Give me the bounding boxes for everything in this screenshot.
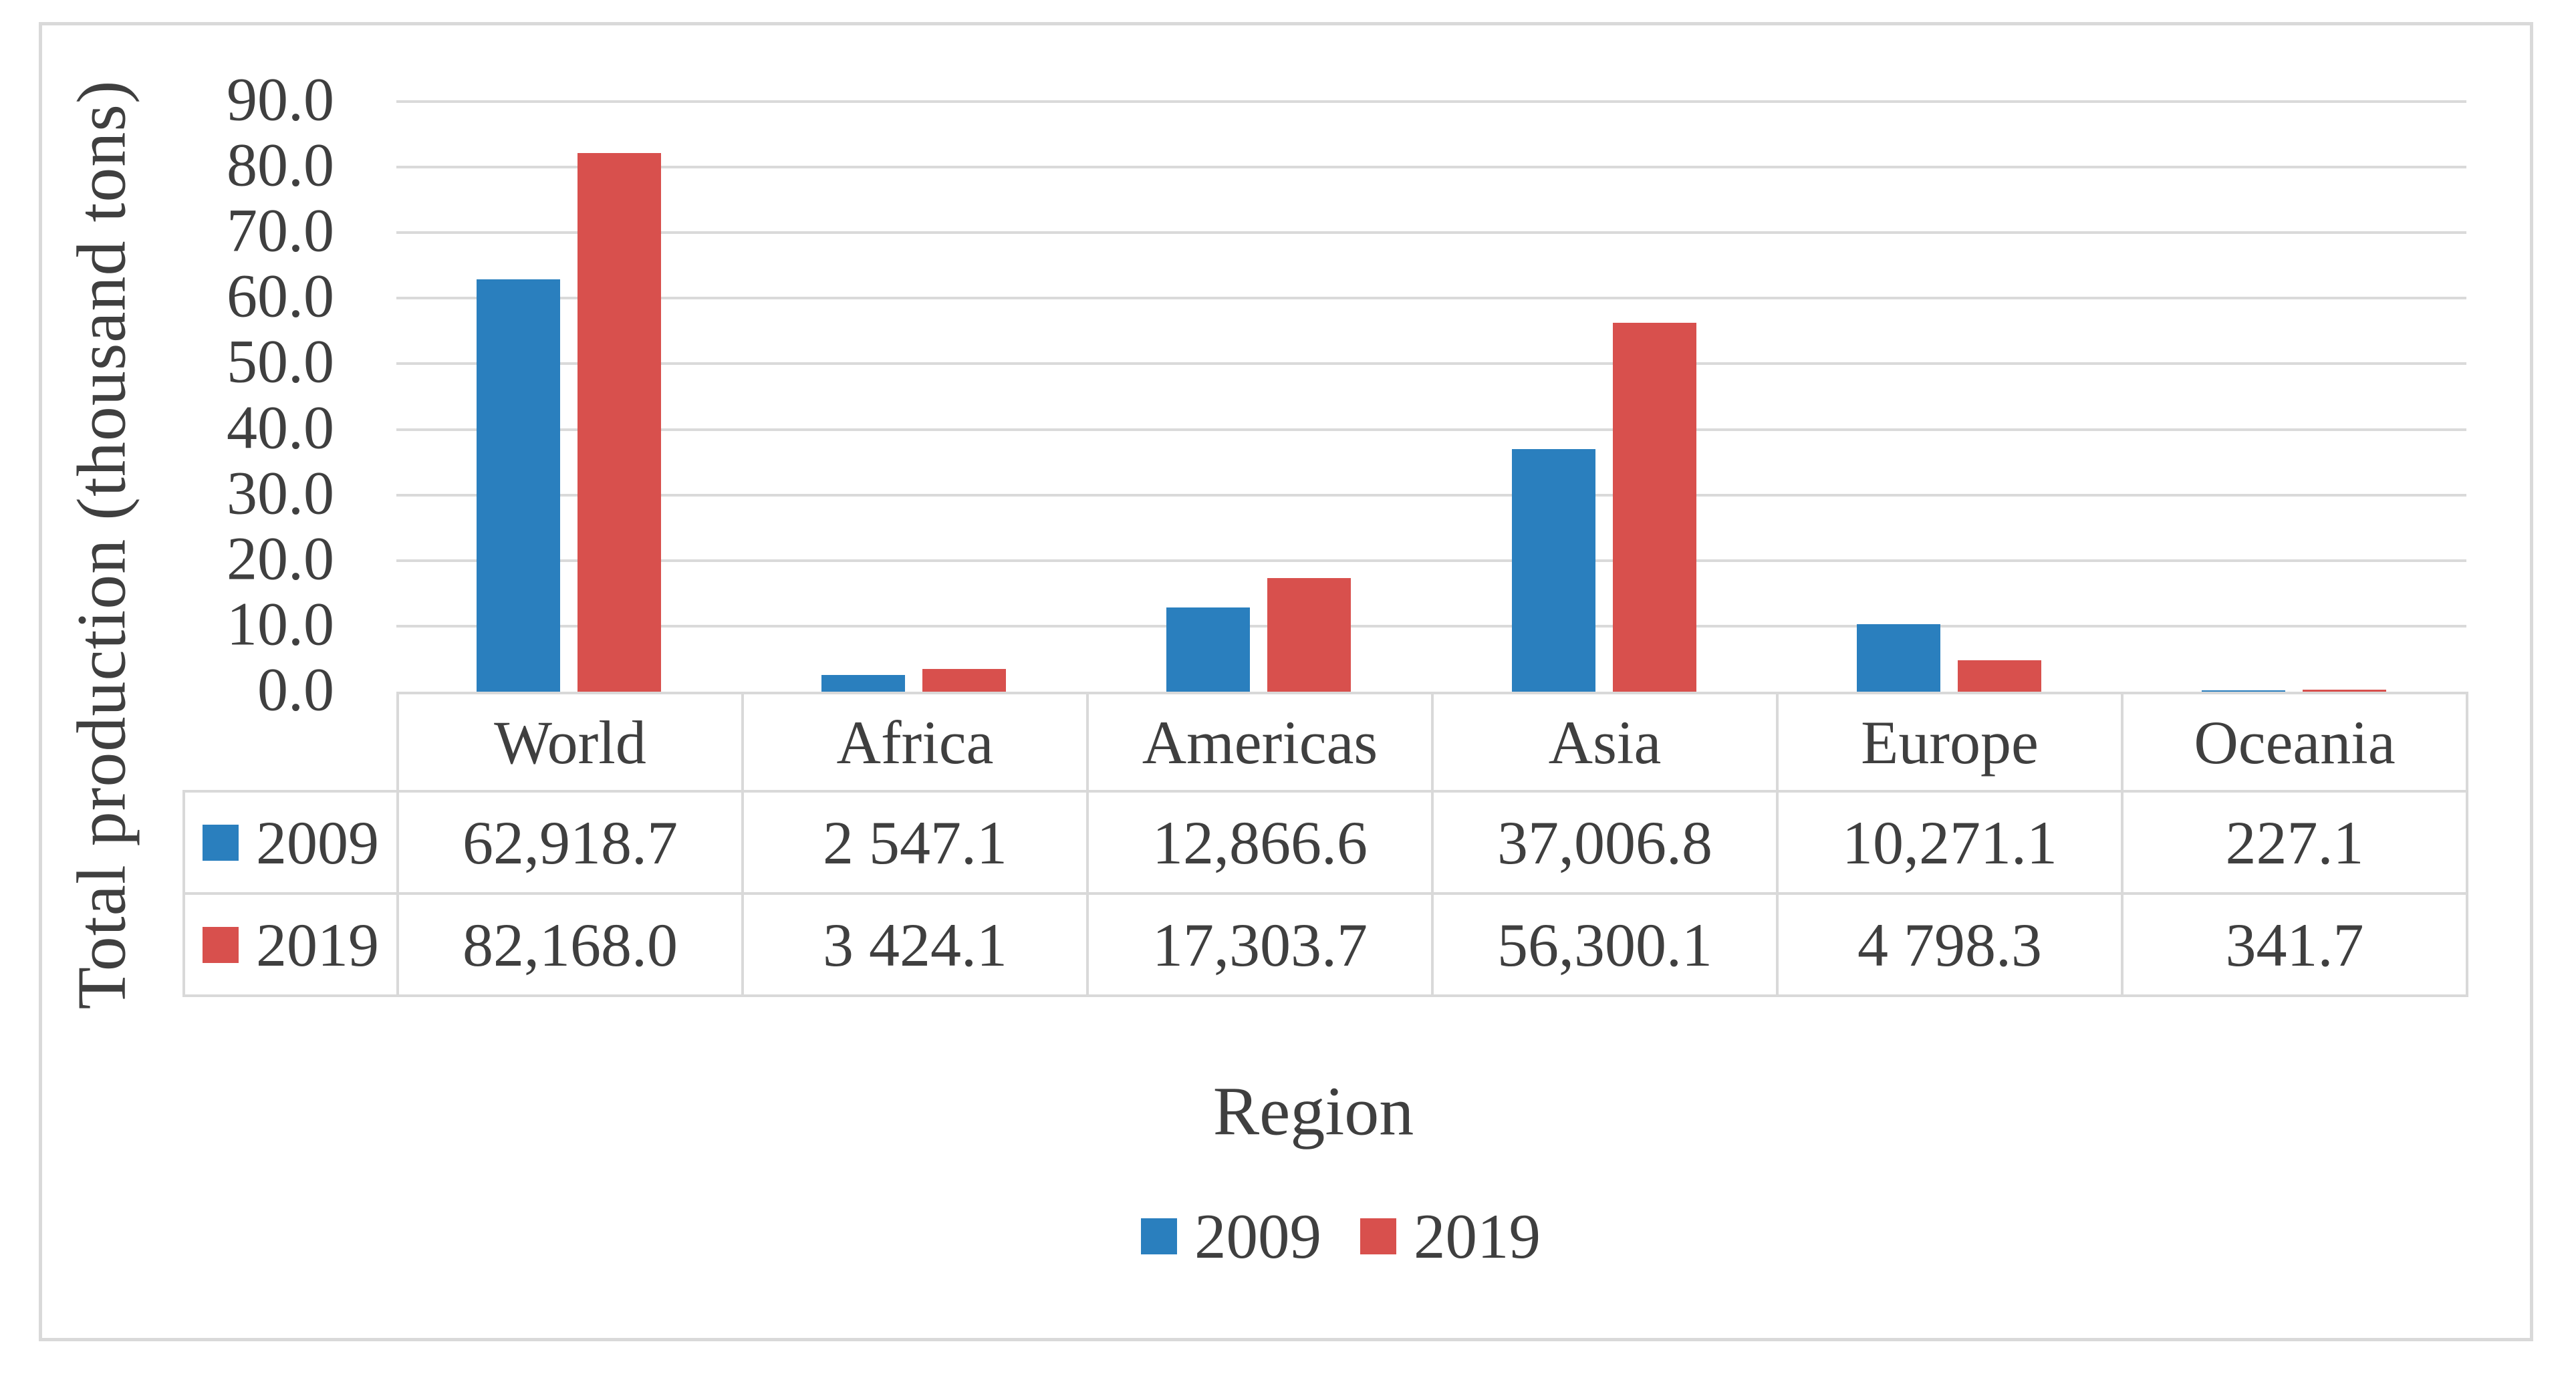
bar-2009-americas	[1166, 607, 1250, 692]
gridline-40	[396, 428, 2466, 431]
legend-item-2009: 2009	[1141, 1200, 1321, 1273]
table-value-2009-asia: 37,006.8	[1431, 790, 1779, 895]
bar-2019-africa	[922, 669, 1006, 692]
bar-2009-asia	[1512, 449, 1595, 692]
table-row-2009: 2009 62,918.7 2 547.1 12,866.6 37,006.8 10,27…	[182, 790, 2468, 895]
legend: 2009 2019	[1141, 1200, 1541, 1273]
legend-label: 2009	[1194, 1201, 1321, 1272]
y-tick-50.0: 50.0	[227, 327, 334, 396]
table-value-2009-world: 62,918.7	[396, 790, 744, 895]
table-value-2019-europe: 4 798.3	[1776, 892, 2123, 997]
gridline-30	[396, 494, 2466, 497]
legend-swatch-icon-2009	[1141, 1218, 1177, 1254]
series-label: 2009	[256, 808, 379, 877]
table-header-asia: Asia	[1431, 692, 1779, 793]
gridline-20	[396, 559, 2466, 562]
series-swatch-icon-2019	[203, 926, 239, 963]
y-tick-10.0: 10.0	[227, 589, 334, 658]
bar-2019-oceania	[2303, 690, 2386, 692]
bar-2019-europe	[1958, 660, 2041, 692]
data-table: World Africa Americas Asia Europe Oceania 2009…	[182, 692, 2468, 997]
y-tick-70.0: 70.0	[227, 196, 334, 265]
bar-2009-oceania	[2202, 690, 2285, 692]
table-value-2019-africa: 3 424.1	[741, 892, 1089, 997]
table-header-europe: Europe	[1776, 692, 2123, 793]
table-value-2009-americas: 12,866.6	[1086, 790, 1434, 895]
gridline-60	[396, 297, 2466, 299]
gridline-80	[396, 166, 2466, 168]
x-axis-title: Region	[1212, 1073, 1414, 1150]
legend-key-cell-2009: 2009	[182, 790, 399, 895]
legend-label: 2019	[1414, 1201, 1541, 1272]
table-value-2009-europe: 10,271.1	[1776, 790, 2123, 895]
y-tick-0.0: 0.0	[257, 655, 334, 724]
table-value-2019-oceania: 341.7	[2121, 892, 2468, 997]
y-tick-80.0: 80.0	[227, 130, 334, 199]
table-header-oceania: Oceania	[2121, 692, 2468, 793]
table-header-americas: Americas	[1086, 692, 1434, 793]
table-row-2019: 2019 82,168.0 3 424.1 17,303.7 56,300.1 4 798…	[182, 892, 2468, 997]
y-tick-20.0: 20.0	[227, 524, 334, 593]
y-tick-40.0: 40.0	[227, 393, 334, 462]
table-value-2009-oceania: 227.1	[2121, 790, 2468, 895]
table-header-row: World Africa Americas Asia Europe Oceania	[184, 692, 2468, 793]
y-tick-30.0: 30.0	[227, 458, 334, 527]
gridline-50	[396, 362, 2466, 365]
table-value-2009-africa: 2 547.1	[741, 790, 1089, 895]
series-swatch-icon-2009	[203, 824, 239, 861]
legend-item-2019: 2019	[1360, 1200, 1541, 1273]
bar-2019-world	[577, 153, 661, 692]
bar-2009-africa	[821, 675, 905, 692]
gridline-70	[396, 231, 2466, 234]
table-value-2019-americas: 17,303.7	[1086, 892, 1434, 997]
bar-2009-world	[477, 279, 560, 692]
table-value-2019-asia: 56,300.1	[1431, 892, 1779, 997]
legend-swatch-icon-2019	[1360, 1218, 1396, 1254]
bar-2019-americas	[1267, 578, 1351, 692]
bar-2009-europe	[1857, 624, 1940, 692]
gridline-10	[396, 625, 2466, 628]
y-tick-90.0: 90.0	[227, 65, 334, 134]
table-header-africa: Africa	[741, 692, 1089, 793]
bar-2019-asia	[1613, 323, 1696, 692]
table-corner-cell	[184, 693, 398, 791]
table-header-world: World	[396, 692, 744, 793]
series-label: 2019	[256, 910, 379, 979]
gridline-90	[396, 100, 2466, 103]
y-tick-60.0: 60.0	[227, 261, 334, 330]
table-value-2019-world: 82,168.0	[396, 892, 744, 997]
legend-key-cell-2019: 2019	[182, 892, 399, 997]
